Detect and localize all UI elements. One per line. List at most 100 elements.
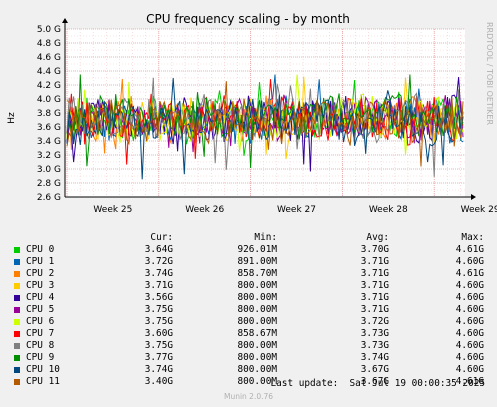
- legend-swatch: [14, 271, 20, 277]
- series-line: [66, 74, 464, 156]
- legend-max: 4.60G: [455, 340, 484, 351]
- legend-min: 800.00M: [237, 364, 277, 375]
- munin-version: Munin 2.0.76: [223, 392, 274, 401]
- legend-name: CPU 8: [26, 340, 55, 351]
- legend-row: CPU 6 3.75G 800.00M 3.72G 4.60G: [8, 316, 488, 328]
- y-tick-label: 2.8 G: [37, 179, 61, 189]
- series-line: [66, 74, 464, 169]
- y-tick-label: 2.6 G: [37, 193, 61, 203]
- y-tick-label: 4.8 G: [37, 39, 61, 49]
- y-tick-label: 4.4 G: [37, 67, 61, 77]
- legend-swatch: [14, 319, 20, 325]
- legend-min: 926.01M: [237, 244, 277, 255]
- legend-row: CPU 7 3.60G 858.67M 3.73G 4.60G: [8, 328, 488, 340]
- legend-avg: 3.72G: [360, 316, 389, 327]
- legend-max: 4.61G: [455, 376, 484, 387]
- legend-row: CPU 1 3.72G 891.00M 3.71G 4.60G: [8, 256, 488, 268]
- legend-name: CPU 9: [26, 352, 55, 363]
- legend-cur: 3.71G: [144, 280, 173, 291]
- legend-swatch: [14, 295, 20, 301]
- legend-row: CPU 3 3.71G 800.00M 3.71G 4.60G: [8, 280, 488, 292]
- legend-swatch: [14, 283, 20, 289]
- legend-row: CPU 10 3.74G 800.00M 3.67G 4.60G: [8, 364, 488, 376]
- legend-avg: 3.71G: [360, 256, 389, 267]
- legend-swatch: [14, 247, 20, 253]
- legend-max: 4.60G: [455, 364, 484, 375]
- legend-swatch: [14, 379, 20, 385]
- y-tick-label: 3.8 G: [37, 109, 61, 119]
- legend-avg: 3.67G: [360, 364, 389, 375]
- x-tick-label: Week 29: [461, 205, 497, 215]
- last-update: Last update: Sat Jul 19 00:00:35 2025: [270, 378, 485, 389]
- legend-cur: 3.64G: [144, 244, 173, 255]
- legend-min: 800.00M: [237, 280, 277, 291]
- legend-header-avg: Avg:: [366, 232, 389, 243]
- legend-max: 4.60G: [455, 316, 484, 327]
- axes: 2.6 G 2.8 G 3.0 G 3.2 G 3.4 G 3.6 G 3.8 G 4.0 G…: [37, 18, 497, 215]
- legend-min: 800.00M: [237, 352, 277, 363]
- legend-min: 800.00M: [237, 316, 277, 327]
- rrdtool-credit: RRDTOOL / TOBI OETIKER: [485, 22, 494, 125]
- legend-min: 800.00M: [237, 340, 277, 351]
- legend-name: CPU 11: [26, 376, 60, 387]
- legend-max: 4.61G: [455, 244, 484, 255]
- x-axis-arrow: [471, 194, 476, 200]
- legend-row: CPU 2 3.74G 858.70M 3.71G 4.61G: [8, 268, 488, 280]
- legend-name: CPU 0: [26, 244, 55, 255]
- legend-name: CPU 10: [26, 364, 60, 375]
- legend-max: 4.60G: [455, 292, 484, 303]
- legend-avg: 3.73G: [360, 328, 389, 339]
- legend-row: CPU 9 3.77G 800.00M 3.74G 4.60G: [8, 352, 488, 364]
- y-tick-label: 3.6 G: [37, 123, 61, 133]
- legend-avg: 3.71G: [360, 304, 389, 315]
- x-tick-label: Week 27: [277, 205, 316, 215]
- legend-swatch: [14, 331, 20, 337]
- legend-swatch: [14, 259, 20, 265]
- legend-avg: 3.71G: [360, 292, 389, 303]
- legend-avg: 3.71G: [360, 268, 389, 279]
- x-tick-label: Week 28: [369, 205, 408, 215]
- legend-row: CPU 4 3.56G 800.00M 3.71G 4.60G: [8, 292, 488, 304]
- y-tick-label: 3.2 G: [37, 151, 61, 161]
- legend-max: 4.60G: [455, 280, 484, 291]
- legend-cur: 3.75G: [144, 340, 173, 351]
- series-line: [66, 77, 464, 177]
- y-tick-label: 4.2 G: [37, 81, 61, 91]
- legend-min: 800.00M: [237, 292, 277, 303]
- legend-min: 800.00M: [237, 304, 277, 315]
- x-tick-label: Week 25: [93, 205, 132, 215]
- legend-swatch: [14, 307, 20, 313]
- legend-min: 858.70M: [237, 268, 277, 279]
- legend-name: CPU 4: [26, 292, 55, 303]
- legend-cur: 3.72G: [144, 256, 173, 267]
- legend-avg: 3.70G: [360, 244, 389, 255]
- legend-header-min: Min:: [254, 232, 277, 243]
- legend-cur: 3.40G: [144, 376, 173, 387]
- y-tick-label: 4.6 G: [37, 53, 61, 63]
- legend-cur: 3.75G: [144, 304, 173, 315]
- legend-cur: 3.60G: [144, 328, 173, 339]
- legend-cur: 3.75G: [144, 316, 173, 327]
- legend-max: 4.60G: [455, 304, 484, 315]
- legend-max: 4.61G: [455, 268, 484, 279]
- legend-row: CPU 11 3.40G 800.00M 3.67G 4.61G: [8, 376, 488, 388]
- series-line: [66, 77, 464, 180]
- legend-avg: 3.74G: [360, 352, 389, 363]
- legend-row: CPU 8 3.75G 800.00M 3.73G 4.60G: [8, 340, 488, 352]
- legend-row: CPU 0 3.64G 926.01M 3.70G 4.61G: [8, 244, 488, 256]
- legend-avg: 3.71G: [360, 280, 389, 291]
- legend-avg: 3.67G: [360, 376, 389, 387]
- legend-max: 4.60G: [455, 352, 484, 363]
- legend-swatch: [14, 367, 20, 373]
- chart-title: CPU frequency scaling - by month: [146, 12, 350, 26]
- legend-row: CPU 5 3.75G 800.00M 3.71G 4.60G: [8, 304, 488, 316]
- y-tick-label: 4.0 G: [37, 95, 61, 105]
- legend: Cur: Min: Avg: Max: CPU 0 3.64G 926.01M 3.7…: [8, 232, 488, 388]
- series-lines: [66, 74, 464, 180]
- legend-name: CPU 3: [26, 280, 55, 291]
- legend-header: Cur: Min: Avg: Max:: [8, 232, 488, 244]
- legend-max: 4.60G: [455, 328, 484, 339]
- legend-name: CPU 5: [26, 304, 55, 315]
- legend-min: 800.00M: [237, 376, 277, 387]
- y-tick-label: 3.4 G: [37, 137, 61, 147]
